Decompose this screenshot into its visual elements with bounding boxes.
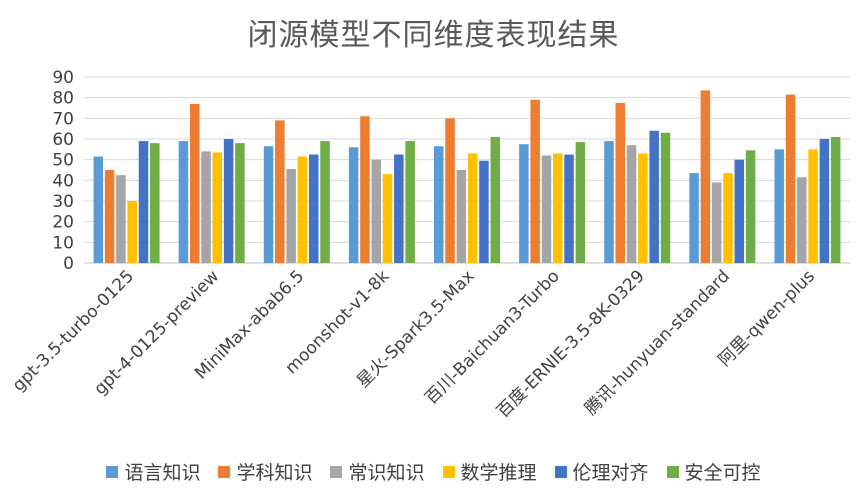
legend-label: 语言知识 [124, 462, 201, 484]
bar [604, 141, 614, 263]
legend-item: 数学推理 [442, 458, 537, 485]
y-tick-label: 0 [63, 254, 74, 274]
bar [348, 147, 359, 263]
y-tick-label: 20 [52, 213, 74, 233]
bar [93, 156, 104, 263]
bar [774, 149, 784, 263]
legend-swatch [330, 465, 343, 478]
y-tick-label: 40 [52, 171, 74, 191]
bar [320, 141, 330, 263]
bar [297, 156, 308, 263]
bar [649, 130, 659, 263]
bar [638, 153, 648, 263]
bar [626, 145, 637, 263]
bar [308, 154, 319, 263]
y-tick-label: 90 [52, 68, 74, 88]
x-tick-label: 腾讯-hunyuan-standard [581, 266, 734, 419]
legend: 语言知识 学科知识 常识知识 数学推理 伦理对齐 安全可控 [0, 458, 867, 485]
bar [116, 175, 126, 263]
bar [263, 146, 274, 263]
bar [541, 155, 552, 263]
legend-swatch [554, 465, 567, 478]
bar [223, 139, 234, 263]
y-tick-label: 80 [52, 89, 74, 109]
bar [456, 170, 467, 263]
y-tick-label: 30 [52, 192, 74, 212]
legend-swatch [106, 465, 119, 478]
bar [785, 94, 796, 263]
bar [479, 160, 489, 263]
legend-label: 安全可控 [684, 462, 761, 484]
legend-label: 伦理对齐 [572, 462, 649, 484]
bar [201, 151, 211, 263]
bar [394, 154, 404, 263]
bar [445, 118, 455, 263]
chart-title: 闭源模型不同维度表现结果 [247, 18, 620, 53]
x-tick-label: 百度-ERNIE-3.5-8K-0329 [493, 266, 649, 422]
bar [382, 174, 393, 263]
bar [360, 116, 370, 264]
legend-item: 常识知识 [330, 458, 425, 485]
bar [734, 159, 745, 263]
bar [689, 173, 699, 263]
bar [723, 173, 733, 263]
bar [189, 103, 200, 263]
legend-swatch [442, 465, 455, 478]
bar [286, 168, 296, 263]
bar [530, 99, 540, 263]
bar [808, 149, 818, 263]
bar [797, 177, 807, 263]
bar [711, 182, 722, 263]
bar [819, 139, 830, 263]
bar [138, 141, 149, 263]
legend-item: 安全可控 [666, 458, 761, 485]
bar [490, 136, 500, 263]
legend-swatch [218, 465, 231, 478]
bar [830, 136, 841, 263]
x-axis-labels: gpt-3.5-turbo-0125gpt-4-0125-previewMini… [9, 266, 819, 422]
bar [371, 159, 381, 263]
bar [235, 143, 245, 263]
bars [93, 90, 841, 264]
bar [700, 90, 711, 263]
bar [405, 141, 415, 263]
legend-swatch [666, 465, 679, 478]
bar [127, 201, 137, 263]
legend-item: 学科知识 [218, 458, 312, 485]
y-tick-label: 50 [52, 151, 74, 171]
legend-item: 伦理对齐 [554, 458, 649, 485]
bar [575, 142, 586, 263]
bar [615, 102, 626, 263]
y-tick-label: 70 [52, 109, 74, 129]
bar [519, 144, 529, 263]
bar [150, 143, 160, 263]
bar [467, 153, 478, 263]
bar [104, 170, 115, 263]
bar [660, 132, 671, 263]
bar [745, 150, 756, 263]
bar [434, 146, 444, 263]
legend-label: 学科知识 [236, 462, 313, 484]
bar [212, 152, 223, 263]
y-tick-label: 10 [52, 233, 74, 253]
gridlines [84, 76, 850, 264]
bar [178, 141, 189, 263]
legend-label: 常识知识 [348, 462, 425, 484]
y-tick-label: 60 [52, 130, 74, 150]
bar [275, 120, 285, 264]
bar [564, 154, 574, 263]
bar [553, 153, 563, 263]
legend-item: 语言知识 [106, 458, 200, 485]
legend-label: 数学推理 [460, 462, 537, 484]
